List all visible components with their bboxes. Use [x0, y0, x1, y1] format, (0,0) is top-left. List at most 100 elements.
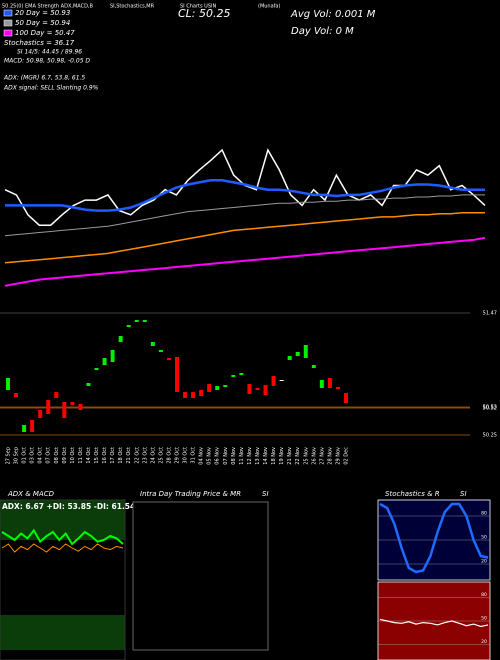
x-tick-label: 30 Sep — [14, 447, 20, 464]
candle-body — [22, 425, 27, 432]
candle-body — [175, 357, 179, 392]
annotation: ADX signal: SELL Slanting 0.9% — [3, 85, 99, 92]
panel-subtitle: ADX: 6.67 +DI: 53.85 -DI: 61.54 — [2, 502, 135, 511]
candle-body — [166, 358, 171, 360]
x-tick-label: 16 Oct — [102, 447, 108, 464]
x-tick-label: 29 Nov — [335, 447, 341, 465]
series-line — [379, 618, 489, 628]
x-tick-label: 25 Oct — [158, 447, 164, 464]
x-tick-label: 07 Oct — [46, 447, 52, 464]
x-tick-label: 14 Oct — [86, 447, 92, 464]
panel-title: Stochastics & R — [385, 490, 440, 498]
candle-body — [158, 350, 163, 352]
x-tick-label: 07 Nov — [223, 447, 229, 465]
x-tick-label: 06 Nov — [215, 447, 221, 465]
x-tick-label: 28 Nov — [327, 447, 333, 465]
x-tick-label: 25 Nov — [303, 447, 309, 465]
x-tick-label: 30 Oct — [183, 447, 189, 464]
candle-body — [199, 390, 204, 396]
header-text: SI Charts USIN — [180, 4, 216, 10]
series-line — [4, 194, 485, 237]
candle-body — [54, 392, 59, 398]
legend-label: 50 Day = 50.94 — [15, 19, 70, 27]
x-tick-label: 22 Nov — [295, 447, 301, 465]
legend-swatch — [3, 29, 13, 37]
candle-body — [279, 380, 284, 381]
x-tick-label: 21 Oct — [126, 447, 132, 464]
x-tick-label: 29 Oct — [175, 447, 181, 464]
header-text: (Munafa) — [258, 4, 280, 10]
legend-swatch — [3, 19, 13, 27]
candle-body — [223, 385, 228, 387]
candle-body — [231, 375, 236, 377]
series-line — [1, 543, 124, 553]
y-tick-label: 20 — [481, 639, 487, 645]
candle-body — [94, 368, 99, 370]
candle-body — [6, 378, 10, 390]
candle-body — [62, 402, 67, 418]
x-tick-label: 04 Nov — [199, 447, 205, 465]
y-tick-label: 50.25 — [483, 433, 497, 439]
candle-body — [46, 400, 51, 414]
panel-subtitle: SI — [262, 490, 269, 498]
panel-frame — [0, 499, 126, 660]
candle-body — [134, 320, 139, 322]
y-tick-label: 51.47 — [483, 311, 497, 317]
x-tick-label: 09 Oct — [62, 447, 68, 464]
candle-body — [255, 388, 260, 390]
legend-label: 100 Day = 50.47 — [15, 29, 75, 37]
y-tick-label: 80 — [481, 511, 487, 517]
x-tick-label: 12 Nov — [247, 447, 253, 465]
series-line — [1, 528, 124, 546]
x-tick-label: 02 Dec — [344, 447, 350, 465]
x-tick-label: 14 Nov — [263, 447, 269, 465]
x-tick-label: 03 Oct — [30, 447, 36, 464]
candle-body — [110, 350, 115, 362]
candle-body — [102, 358, 107, 365]
x-tick-label: 26 Nov — [311, 447, 317, 465]
annotation: Day Vol: 0 M — [291, 26, 354, 37]
annotation: MACD: 50.98, 50.98, -0.05 D — [4, 58, 90, 65]
x-tick-label: 18 Nov — [271, 447, 277, 465]
panel-title: ADX & MACD — [7, 490, 55, 498]
candle-body — [287, 356, 292, 360]
x-tick-label: 23 Oct — [142, 447, 148, 464]
panel-subtitle: SI — [460, 490, 467, 498]
candle-body — [263, 385, 268, 395]
x-tick-label: 28 Oct — [166, 447, 172, 464]
y-tick-label: 20 — [481, 559, 487, 565]
annotation: CL: 50.25 — [178, 7, 231, 20]
series-line — [4, 211, 485, 264]
annotation: Avg Vol: 0.001 M — [290, 9, 376, 20]
x-tick-label: 11 Nov — [239, 447, 245, 465]
series-line — [379, 502, 489, 574]
header-text: SI,Stochastics,MR — [110, 4, 155, 10]
legend-label: 20 Day = 50.93 — [15, 9, 70, 17]
x-tick-label: 10 Oct — [70, 447, 76, 464]
x-tick-label: 15 Oct — [94, 447, 100, 464]
y-tick-label: 50 — [481, 535, 487, 541]
series-line — [4, 148, 486, 226]
candle-body — [327, 378, 332, 388]
x-tick-label: 31 Oct — [191, 447, 197, 464]
candle-body — [191, 392, 196, 398]
x-tick-label: 21 Nov — [287, 447, 293, 465]
candle-body — [319, 380, 324, 388]
annotation: SI 14/5: 44.45 / 89.96 — [17, 49, 82, 56]
candle-body — [311, 365, 316, 368]
x-tick-label: 08 Nov — [231, 447, 237, 465]
x-tick-label: 22 Oct — [134, 447, 140, 464]
x-tick-label: 17 Oct — [110, 447, 116, 464]
x-tick-label: 01 Oct — [22, 447, 28, 464]
candle-body — [142, 320, 147, 322]
x-tick-label: 13 Nov — [255, 447, 261, 465]
x-tick-label: 08 Oct — [54, 447, 60, 464]
panel-frame — [132, 501, 269, 651]
candle-body — [14, 393, 19, 397]
x-tick-label: 18 Oct — [118, 447, 124, 464]
candle-body — [271, 376, 276, 386]
x-tick-label: 19 Nov — [279, 447, 285, 465]
panel-band — [0, 615, 125, 650]
header-text: 50.25(0) EMA Strength ADX,MACD,B — [2, 4, 94, 10]
